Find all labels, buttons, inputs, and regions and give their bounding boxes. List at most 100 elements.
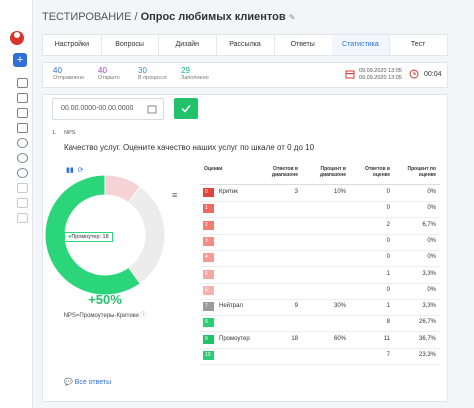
date-placeholder: 00.00.0000-00.00.0000 <box>61 105 134 112</box>
tab[interactable]: Настройки <box>43 35 102 55</box>
row-rule <box>200 364 440 365</box>
row-rule <box>200 266 440 268</box>
column-header: Процент по оценке <box>407 166 437 178</box>
group-name: Промоутер <box>219 335 250 342</box>
period-start: 09.09.2020 13:05 <box>359 68 402 74</box>
stat-label: Отправлено <box>53 75 85 81</box>
tab[interactable]: Рассылка <box>216 35 275 55</box>
stat: 30 В процессе <box>138 66 167 81</box>
donut-tooltip: ●Промоутер: 18 <box>64 232 113 242</box>
tab[interactable]: Ответы <box>274 35 333 55</box>
all-answers-text: Все ответы <box>74 379 112 386</box>
stat-label: Заполнено <box>181 75 209 81</box>
range-percent: 10% <box>333 189 346 195</box>
tooltip-text: Промоутер: 18 <box>71 234 109 240</box>
stat-value: 29 <box>181 66 190 75</box>
survey-title: Опрос любимых клиентов <box>140 11 286 23</box>
nps-formula: NPS=Промоутеры-Критики <box>63 313 139 319</box>
column-header: Оценки <box>204 166 223 172</box>
score-percent: 0% <box>427 189 436 195</box>
chart-tools[interactable]: ▮▮ ⟳ <box>66 167 84 174</box>
row-rule <box>200 331 440 333</box>
score-percent: 3,3% <box>422 303 436 310</box>
range-count: 18 <box>291 335 298 342</box>
score-badge: 10 <box>203 351 214 360</box>
score-badge: 1 <box>203 204 214 214</box>
score-count: 8 <box>386 319 390 326</box>
row-rule <box>200 315 440 317</box>
score-count: 1 <box>386 303 390 310</box>
score-percent: 0% <box>427 237 436 244</box>
row-rule <box>200 282 440 284</box>
row-rule <box>200 217 440 219</box>
stats-bar: 09.09.2020 13:05 09.09.2020 13:05 00:04 … <box>42 62 448 88</box>
stat-value: 40 <box>98 66 107 75</box>
add-button[interactable]: + <box>13 53 27 67</box>
score-percent: 23,3% <box>418 352 436 358</box>
menu-icon[interactable]: ≡ <box>172 190 178 200</box>
group-name: Критик <box>219 189 238 195</box>
tab[interactable]: Вопросы <box>101 35 160 55</box>
icon-target[interactable] <box>17 153 28 163</box>
date-filter[interactable]: 00.00.0000-00.00.0000 <box>52 98 164 120</box>
icon-mail[interactable] <box>17 93 28 103</box>
nps-formula-wrap: NPS=Промоутеры-Критики ⓘ <box>40 310 170 319</box>
score-count: 1 <box>386 270 390 277</box>
icon-user[interactable] <box>17 138 28 148</box>
score-count: 7 <box>386 352 390 358</box>
section-title: ТЕСТИРОВАНИЕ <box>42 11 132 23</box>
score-badge: 8 <box>203 318 214 328</box>
stat-label: Открыто <box>98 75 120 81</box>
tab[interactable]: Тест <box>389 35 448 55</box>
info-icon[interactable]: ⓘ <box>140 313 147 319</box>
column-header: Ответов в диапазоне <box>271 166 298 178</box>
clock-icon <box>409 69 419 79</box>
icon-table[interactable] <box>17 123 28 133</box>
score-count: 2 <box>386 221 390 228</box>
column-header: Ответов в оценке <box>364 166 390 178</box>
icon-list[interactable] <box>17 78 28 88</box>
nps-donut <box>44 174 166 296</box>
score-percent: 0% <box>427 254 436 261</box>
score-badge: 6 <box>203 285 214 295</box>
group-name: Нейтрал <box>219 303 243 310</box>
score-badge: 9 <box>203 334 214 344</box>
range-percent: 60% <box>333 335 346 342</box>
question-type: NPS <box>64 130 76 136</box>
duration: 00:04 <box>424 71 442 78</box>
tab[interactable]: Дизайн <box>158 35 218 55</box>
icon-hand[interactable] <box>17 198 28 208</box>
sidebar: + <box>0 0 33 408</box>
icon-chat[interactable] <box>17 108 28 118</box>
apply-button[interactable] <box>174 98 198 119</box>
nps-score: +50% <box>88 292 122 307</box>
donut-segment[interactable] <box>127 185 166 285</box>
icon-hand[interactable] <box>17 183 28 193</box>
tab[interactable]: Статистика <box>331 35 391 55</box>
edit-icon[interactable]: ✎ <box>288 13 296 22</box>
all-answers-link[interactable]: 💬 Все ответы <box>64 379 112 386</box>
icon-settings[interactable] <box>17 168 28 178</box>
stat-label: В процессе <box>138 75 167 81</box>
column-header: Процент в диапазоне <box>319 166 346 178</box>
header: ТЕСТИРОВАНИЕ / Опрос любимых клиентов ✎ <box>42 11 295 23</box>
period-end: 09.09.2020 13:05 <box>359 75 402 81</box>
range-count: 3 <box>294 189 298 195</box>
logo <box>10 31 24 45</box>
row-rule <box>200 347 440 349</box>
icon-hand[interactable] <box>17 213 28 223</box>
score-percent: 36,7% <box>418 335 436 342</box>
period: 09.09.2020 13:05 09.09.2020 13:05 <box>359 68 402 82</box>
question-text: Качество услуг. Оцените качество наших у… <box>64 143 315 152</box>
stat: 40 Открыто <box>98 66 120 81</box>
score-badge: 5 <box>203 269 214 279</box>
donut-segment[interactable] <box>44 174 141 296</box>
range-count: 9 <box>294 303 298 310</box>
score-count: 11 <box>383 335 390 342</box>
score-count: 0 <box>386 286 390 293</box>
row-rule <box>200 233 440 235</box>
row-rule <box>200 201 440 202</box>
header-rule <box>200 184 440 185</box>
stat-value: 30 <box>138 66 147 75</box>
